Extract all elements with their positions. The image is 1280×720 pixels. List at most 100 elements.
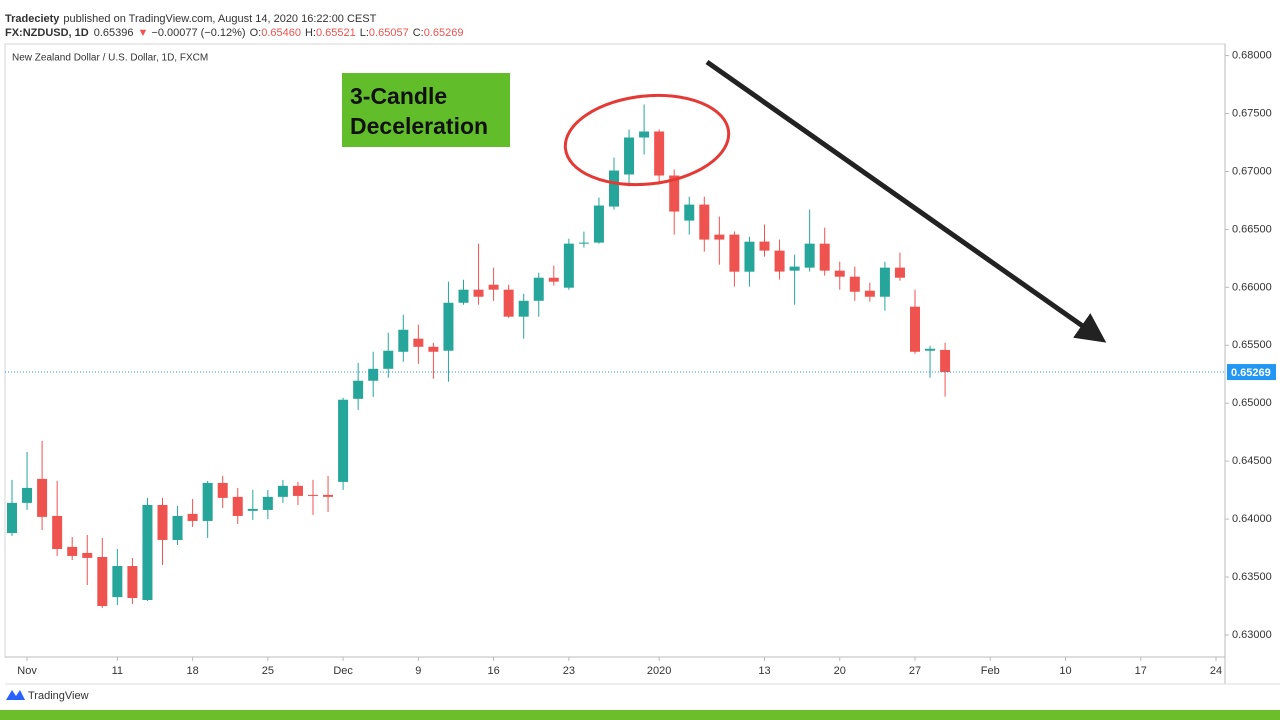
x-tick-label: Nov <box>17 665 37 677</box>
candle-body <box>428 346 439 352</box>
y-tick-label: 0.63500 <box>1232 571 1272 583</box>
candle-body <box>187 513 198 521</box>
candle-body <box>609 170 619 207</box>
candle-body <box>548 277 559 282</box>
x-tick-label: 10 <box>1059 665 1071 677</box>
candle-body <box>533 277 544 301</box>
candle-body <box>443 302 454 351</box>
candle-body <box>684 204 695 221</box>
x-tick-label: 13 <box>758 665 770 677</box>
candle-body <box>202 482 213 521</box>
candle-body <box>624 137 635 175</box>
candle-body <box>699 204 710 240</box>
candle-body <box>413 338 424 347</box>
candle-body <box>22 487 33 503</box>
ohlc-value: 0.65521 <box>316 27 356 39</box>
candle-body <box>744 241 755 272</box>
change: −0.00077 (−0.12%) <box>151 27 245 39</box>
candle-body <box>338 399 349 482</box>
y-tick-label: 0.64500 <box>1232 455 1272 467</box>
candle-body <box>458 289 469 303</box>
trend-arrow <box>705 59 1107 343</box>
candle-body <box>157 504 168 540</box>
x-tick-label: 11 <box>112 665 123 677</box>
x-tick-label: 2020 <box>647 665 671 677</box>
candle-body <box>849 276 860 292</box>
candle-body <box>804 243 815 268</box>
symbol: FX:NZDUSD, 1D <box>5 27 89 39</box>
ohlc-label: C: <box>413 27 424 39</box>
x-tick-label: 24 <box>1210 665 1222 677</box>
author: Tradeciety <box>5 13 60 25</box>
ohlc-label: O: <box>250 27 262 39</box>
candle-body <box>834 270 845 277</box>
annotation: 3-Candle Deceleration <box>342 73 510 147</box>
candle-body <box>67 546 78 556</box>
candle-body <box>7 502 17 534</box>
candle-body <box>639 131 650 138</box>
candle-body <box>398 329 409 352</box>
x-tick-label: 20 <box>834 665 846 677</box>
candle-body <box>879 267 890 297</box>
candle-body <box>473 289 484 297</box>
x-tick-label: 16 <box>487 665 499 677</box>
candle-body <box>925 348 936 351</box>
candle-body <box>864 290 875 297</box>
candle-body <box>593 205 604 243</box>
candle-body <box>578 242 589 244</box>
published: published on TradingView.com, August 14,… <box>63 13 376 25</box>
y-tick-label: 0.68000 <box>1232 49 1272 61</box>
y-tick-label: 0.66500 <box>1232 223 1272 235</box>
candle-body <box>729 234 740 272</box>
candle-body <box>353 380 364 399</box>
candle-body <box>940 349 951 373</box>
ohlc-value: 0.65460 <box>261 27 301 39</box>
candle-body <box>894 267 905 278</box>
header-line-1: Tradeciety published on TradingView.com, … <box>5 13 377 25</box>
candle-body <box>774 250 785 272</box>
chart-title: New Zealand Dollar / U.S. Dollar, 1D, FX… <box>12 53 208 64</box>
candle-body <box>172 515 183 540</box>
x-tick-label: 17 <box>1135 665 1147 677</box>
candle-body <box>323 494 334 497</box>
x-tick-label: 23 <box>563 665 575 677</box>
candle-body <box>82 552 93 558</box>
x-tick-label: 18 <box>186 665 198 677</box>
candle-body <box>503 289 514 317</box>
last-price-label: 0.65269 <box>1231 367 1271 379</box>
candle-body <box>262 496 273 510</box>
highlight-ellipse <box>563 93 731 187</box>
x-tick-label: 9 <box>415 665 421 677</box>
x-tick-label: Feb <box>981 665 1000 677</box>
candle-body <box>654 131 665 176</box>
x-tick-label: 27 <box>909 665 921 677</box>
candle-body <box>97 556 108 607</box>
candle-body <box>714 234 725 240</box>
y-tick-label: 0.67500 <box>1232 107 1272 119</box>
candle-body <box>819 243 830 271</box>
candle-body <box>789 266 800 271</box>
price: 0.65396 <box>94 27 134 39</box>
header-line-2: FX:NZDUSD, 1D 0.65396 ▼ −0.00077 (−0.12%) O:… <box>5 27 463 39</box>
candle-body <box>142 504 153 600</box>
candle-body <box>277 485 288 497</box>
candle-body <box>910 306 920 352</box>
ohlc-label: L: <box>360 27 369 39</box>
x-tick-label: 25 <box>262 665 274 677</box>
candle-body <box>247 508 258 511</box>
last-price-box <box>1227 364 1276 381</box>
footer-bar <box>0 710 1280 720</box>
tradingview-logo: TradingView <box>6 690 89 702</box>
candle-body <box>488 284 499 290</box>
candles <box>7 104 951 608</box>
candle-body <box>563 243 574 288</box>
change-arrow: ▼ <box>138 27 149 39</box>
candle-body <box>383 350 394 369</box>
candle-body <box>232 496 243 516</box>
candle-body <box>292 485 303 496</box>
ohlc-label: H: <box>305 27 316 39</box>
candle-body <box>759 241 770 251</box>
x-tick-label: Dec <box>333 665 353 677</box>
candle-body <box>37 478 48 517</box>
